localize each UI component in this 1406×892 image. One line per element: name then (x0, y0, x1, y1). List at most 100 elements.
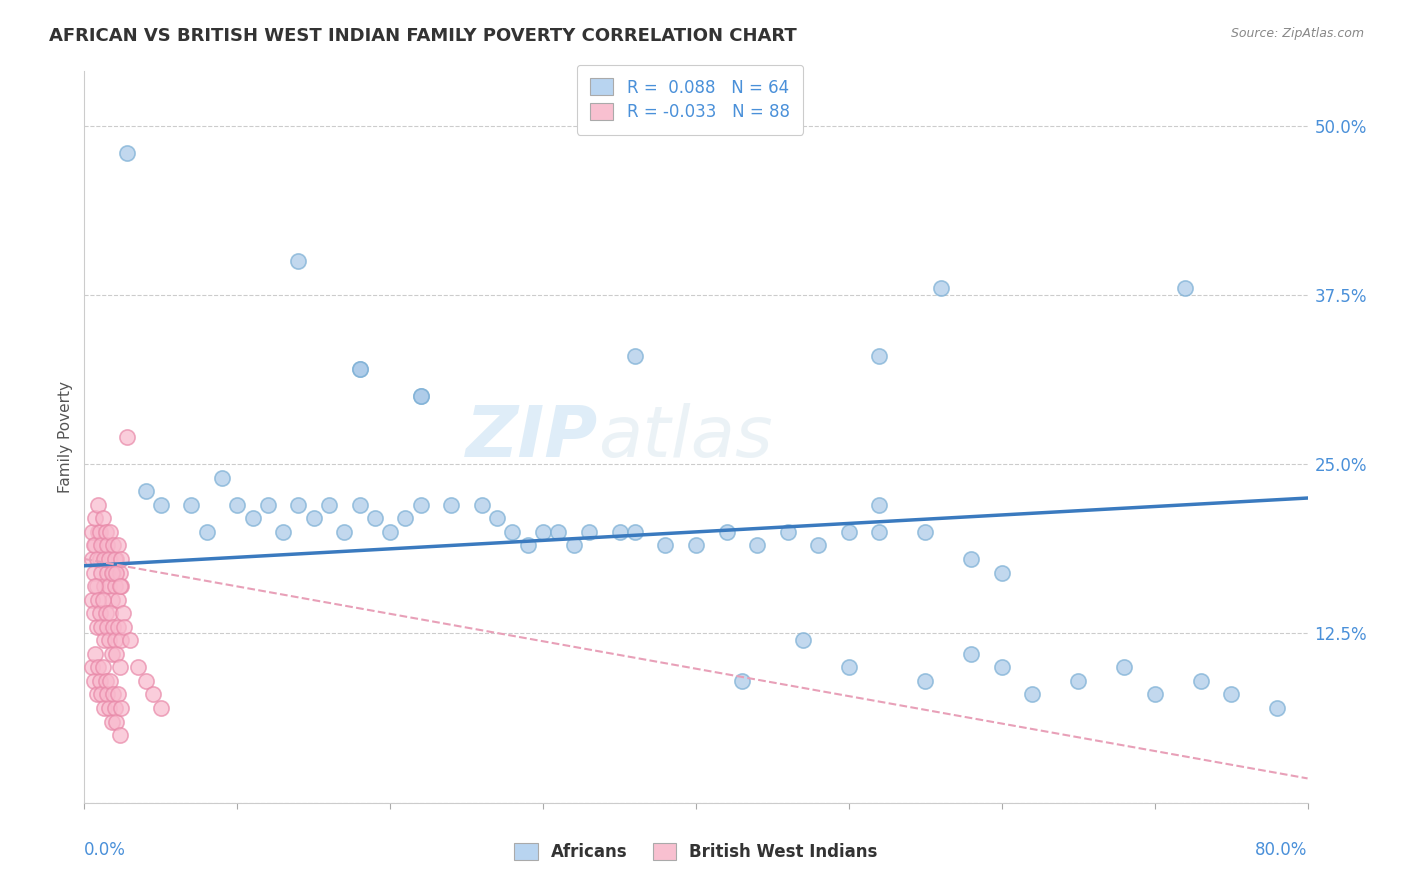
Point (318, 498, 340, 512)
Point (84, 538, 107, 552)
Point (101, 647, 124, 661)
Point (90, 620, 112, 634)
Point (110, 633, 132, 648)
Point (111, 606, 134, 620)
Point (90, 538, 112, 552)
Point (440, 498, 463, 512)
Point (97, 701, 120, 715)
Point (80, 592, 103, 607)
Point (107, 538, 129, 552)
Y-axis label: Family Poverty: Family Poverty (58, 381, 73, 493)
Point (110, 579, 132, 593)
Point (287, 254, 309, 268)
Point (180, 498, 202, 512)
Point (96, 566, 118, 580)
Text: ZIP: ZIP (465, 402, 598, 472)
Point (108, 728, 131, 742)
Point (103, 538, 125, 552)
Point (115, 430, 138, 444)
Point (257, 498, 280, 512)
Point (91, 511, 114, 525)
Point (93, 579, 115, 593)
Point (869, 524, 891, 539)
Point (97, 633, 120, 648)
Point (287, 498, 309, 512)
Point (120, 633, 142, 648)
Point (91, 538, 114, 552)
Point (98, 673, 121, 688)
Text: atlas: atlas (598, 402, 773, 472)
Point (380, 524, 402, 539)
Point (838, 524, 860, 539)
Point (1189, 673, 1212, 688)
Point (104, 552, 127, 566)
Point (486, 511, 509, 525)
Point (609, 524, 631, 539)
Point (87, 660, 110, 674)
Point (349, 362, 371, 376)
Point (960, 552, 983, 566)
Point (364, 511, 387, 525)
Point (98, 524, 121, 539)
Point (1174, 281, 1197, 295)
Point (103, 620, 125, 634)
Point (97, 552, 120, 566)
Point (776, 524, 799, 539)
Point (86, 688, 108, 702)
Point (94, 552, 117, 566)
Point (103, 566, 125, 580)
Point (80, 524, 103, 539)
Point (654, 538, 676, 552)
Point (89, 673, 111, 688)
Point (94, 606, 117, 620)
Point (89, 606, 111, 620)
Point (94, 524, 117, 539)
Point (135, 484, 157, 499)
Text: Source: ZipAtlas.com: Source: ZipAtlas.com (1230, 27, 1364, 40)
Point (578, 524, 600, 539)
Point (471, 498, 494, 512)
Point (107, 592, 129, 607)
Point (502, 524, 524, 539)
Point (108, 660, 131, 674)
Point (83, 566, 105, 580)
Point (409, 389, 432, 403)
Point (104, 701, 127, 715)
Point (838, 660, 860, 674)
Point (149, 701, 172, 715)
Point (101, 592, 124, 607)
Point (531, 524, 554, 539)
Text: AFRICAN VS BRITISH WEST INDIAN FAMILY POVERTY CORRELATION CHART: AFRICAN VS BRITISH WEST INDIAN FAMILY PO… (49, 27, 797, 45)
Point (98, 606, 121, 620)
Legend: Africans, British West Indians: Africans, British West Indians (508, 836, 884, 868)
Point (94, 673, 117, 688)
Point (960, 647, 983, 661)
Point (80, 552, 103, 566)
Text: 0.0%: 0.0% (84, 841, 127, 859)
Point (86, 620, 108, 634)
Point (97, 579, 120, 593)
Point (107, 620, 129, 634)
Point (104, 579, 127, 593)
Point (96, 538, 118, 552)
Point (747, 538, 769, 552)
Point (101, 714, 124, 729)
Point (1114, 660, 1136, 674)
Point (108, 579, 131, 593)
Point (90, 688, 112, 702)
Point (349, 498, 371, 512)
Point (90, 566, 112, 580)
Point (105, 647, 128, 661)
Point (349, 362, 371, 376)
Point (93, 633, 115, 648)
Point (271, 524, 294, 539)
Point (91, 660, 114, 674)
Point (991, 566, 1014, 580)
Point (87, 498, 110, 512)
Point (105, 552, 128, 566)
Point (991, 660, 1014, 674)
Point (91, 592, 114, 607)
Point (98, 552, 121, 566)
Point (87, 592, 110, 607)
Point (127, 660, 149, 674)
